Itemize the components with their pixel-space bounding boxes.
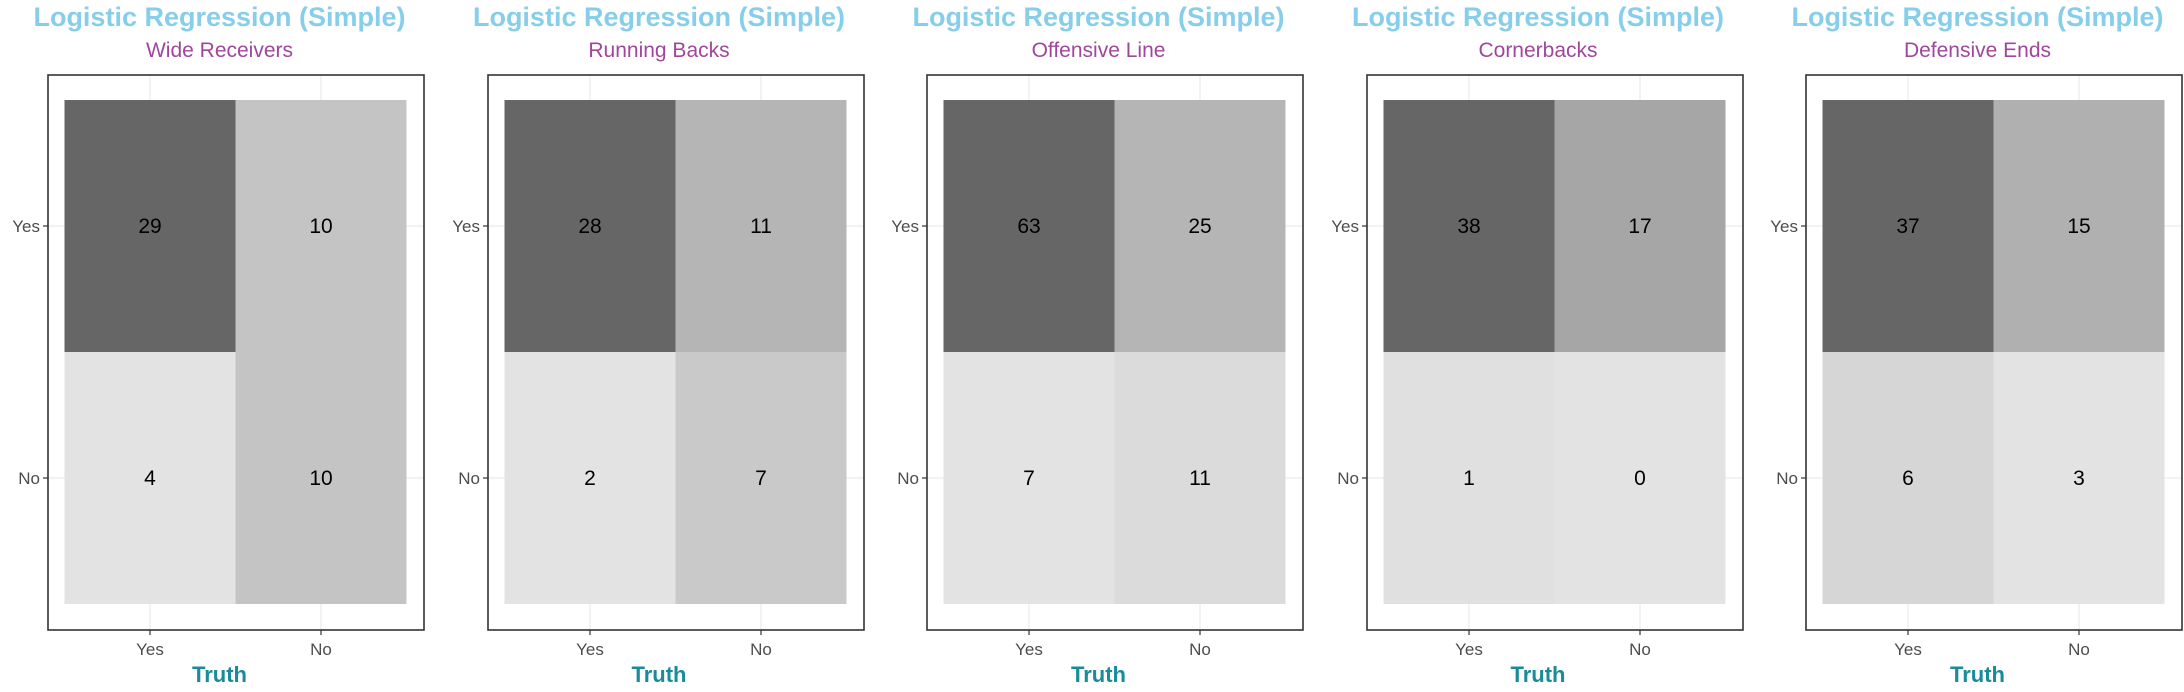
- x-tick-label: Yes: [1894, 640, 1922, 659]
- matrix-cell: [1993, 352, 2165, 604]
- matrix-cell: [1822, 100, 1994, 352]
- x-axis-label: Truth: [1071, 662, 1126, 687]
- cell-value: 1: [1463, 467, 1475, 490]
- y-tick-label: Yes: [1770, 217, 1798, 236]
- chart-panel: Logistic Regression (Simple) Offensive L…: [879, 0, 1318, 692]
- confusion-matrix: 37 15 6 3 Yes No Yes No: [1770, 74, 2183, 659]
- chart-title: Logistic Regression (Simple): [33, 2, 406, 32]
- cell-value: 38: [1457, 215, 1480, 238]
- plot-border: [1365, 74, 1744, 631]
- chart-title: Logistic Regression (Simple): [912, 2, 1285, 32]
- cell-value: 15: [2067, 215, 2090, 238]
- cell-value: 11: [1189, 467, 1211, 490]
- chart-panel: Logistic Regression (Simple) Defensive E…: [1758, 0, 2184, 692]
- matrix-cell: [1822, 352, 1994, 604]
- x-tick-label: No: [1189, 640, 1211, 659]
- cell-value: 7: [1023, 467, 1035, 490]
- matrix-cell: [675, 352, 846, 604]
- x-axis-label: Truth: [1950, 662, 2005, 687]
- matrix-cell: [943, 100, 1115, 352]
- x-axis-label: Truth: [192, 662, 247, 687]
- chart-title: Logistic Regression (Simple): [1791, 2, 2164, 32]
- x-tick-label: Yes: [1455, 640, 1483, 659]
- y-tick-label: No: [458, 469, 480, 488]
- matrix-cell: [504, 352, 675, 604]
- plot-border: [486, 74, 865, 631]
- plot-border: [47, 74, 425, 631]
- matrix-cell: [235, 100, 407, 352]
- matrix-cell: [1993, 100, 2165, 352]
- x-tick-label: No: [2068, 640, 2090, 659]
- x-axis-label: Truth: [1510, 662, 1566, 687]
- confusion-matrix: 28 11 2 7 Yes No Yes No: [452, 74, 865, 659]
- cell-value: 17: [1628, 215, 1651, 238]
- chart-subtitle: Offensive Line: [1031, 39, 1166, 62]
- cell-value: 37: [1896, 215, 1919, 238]
- chart-panel: Logistic Regression (Simple) Running Bac…: [440, 0, 879, 692]
- cell-value: 10: [309, 467, 332, 490]
- confusion-matrix: 29 10 4 10 Yes No Yes No: [12, 74, 425, 659]
- y-tick-label: Yes: [891, 217, 919, 236]
- x-tick-label: No: [750, 640, 772, 659]
- cell-value: 10: [309, 215, 332, 238]
- matrix-cell: [1554, 100, 1725, 352]
- y-tick-label: No: [18, 469, 40, 488]
- cell-value: 29: [138, 215, 161, 238]
- cell-value: 4: [144, 467, 156, 490]
- x-tick-label: No: [1629, 640, 1651, 659]
- matrix-cell: [943, 352, 1115, 604]
- y-tick-label: Yes: [12, 217, 40, 236]
- y-tick-label: Yes: [1331, 217, 1359, 236]
- matrix-cell: [1114, 352, 1286, 604]
- cell-value: 28: [578, 215, 601, 238]
- x-tick-label: Yes: [1015, 640, 1043, 659]
- chart-subtitle: Wide Receivers: [145, 39, 294, 62]
- plot-border: [926, 74, 1304, 631]
- cell-value: 63: [1017, 215, 1040, 238]
- x-tick-label: No: [310, 640, 332, 659]
- matrix-cell: [1114, 100, 1286, 352]
- y-tick-label: No: [897, 469, 919, 488]
- y-tick-label: No: [1337, 469, 1359, 488]
- plot-border: [1805, 74, 2183, 631]
- cell-value: 2: [584, 467, 596, 490]
- chart-panel: Logistic Regression (Simple) Cornerbacks…: [1319, 0, 1758, 692]
- y-tick-label: No: [1776, 469, 1798, 488]
- matrix-cell: [675, 100, 846, 352]
- chart-subtitle: Defensive Ends: [1903, 39, 2052, 62]
- confusion-matrix: 63 25 7 11 Yes No Yes No: [891, 74, 1304, 659]
- cell-value: 7: [755, 467, 767, 490]
- cell-value: 11: [750, 215, 772, 238]
- matrix-cell: [1554, 352, 1725, 604]
- x-tick-label: Yes: [136, 640, 164, 659]
- confusion-matrix: 38 17 1 0 Yes No Yes No: [1331, 74, 1744, 659]
- y-tick-label: Yes: [452, 217, 480, 236]
- x-tick-label: Yes: [576, 640, 604, 659]
- matrix-cell: [1383, 352, 1554, 604]
- matrix-cell: [504, 100, 675, 352]
- chart-title: Logistic Regression (Simple): [1351, 2, 1725, 32]
- matrix-cell: [64, 352, 236, 604]
- matrix-cell: [64, 100, 236, 352]
- cell-value: 6: [1902, 467, 1914, 490]
- matrix-cell: [1383, 100, 1554, 352]
- cell-value: 0: [1634, 467, 1646, 490]
- matrix-cell: [235, 352, 407, 604]
- chart-subtitle: Running Backs: [588, 39, 730, 62]
- chart-panel: Logistic Regression (Simple) Wide Receiv…: [0, 0, 439, 692]
- chart-subtitle: Cornerbacks: [1478, 39, 1598, 62]
- x-axis-label: Truth: [631, 662, 687, 687]
- cell-value: 3: [2073, 467, 2085, 490]
- cell-value: 25: [1188, 215, 1211, 238]
- chart-title: Logistic Regression (Simple): [472, 2, 846, 32]
